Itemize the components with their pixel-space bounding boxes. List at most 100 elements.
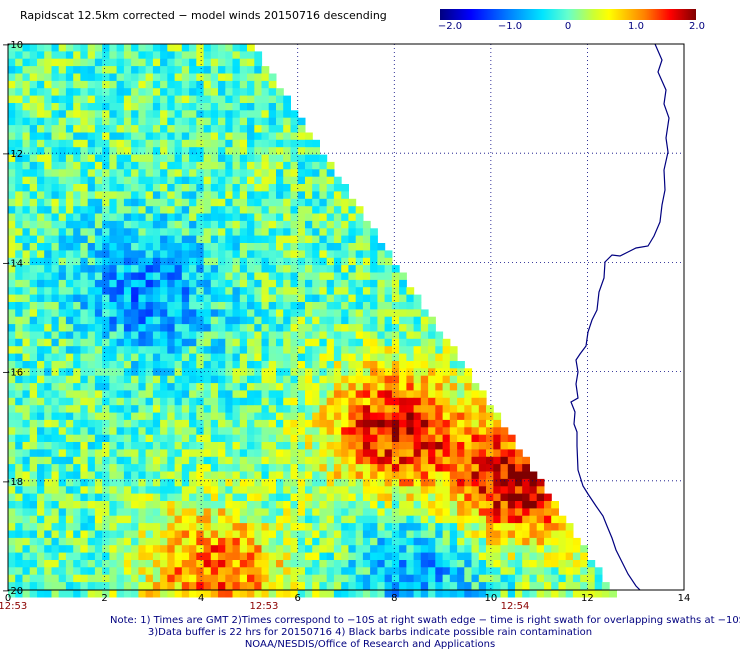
data-cell — [435, 574, 444, 583]
data-cell — [37, 110, 45, 119]
data-cell — [276, 220, 284, 229]
data-cell — [218, 220, 226, 229]
data-cell — [225, 110, 234, 119]
data-cell — [51, 324, 60, 333]
data-cell — [428, 405, 436, 414]
data-cell — [58, 95, 67, 104]
data-cell — [283, 184, 291, 192]
data-cell — [203, 191, 212, 200]
data-cell — [94, 44, 103, 52]
data-cell — [80, 206, 89, 215]
data-cell — [218, 228, 226, 237]
data-cell — [305, 324, 313, 333]
data-cell — [44, 147, 52, 156]
data-cell — [370, 383, 378, 392]
data-cell — [247, 383, 255, 392]
data-cell — [15, 390, 23, 399]
data-cell — [283, 117, 291, 126]
data-cell — [377, 383, 386, 392]
data-cell — [254, 456, 263, 465]
data-cell — [442, 397, 451, 406]
data-cell — [276, 434, 284, 443]
data-cell — [290, 272, 299, 281]
data-cell — [384, 375, 393, 384]
data-cell — [181, 530, 190, 539]
data-cell — [544, 508, 552, 517]
data-cell — [87, 545, 96, 554]
data-cell — [420, 324, 429, 333]
data-cell — [391, 294, 400, 303]
data-cell — [428, 427, 436, 436]
data-cell — [507, 589, 516, 598]
data-cell — [290, 501, 299, 509]
data-cell — [44, 471, 52, 480]
data-cell — [51, 442, 60, 450]
data-cell — [152, 324, 161, 333]
data-cell — [239, 302, 248, 310]
data-cell — [384, 545, 393, 554]
data-cell — [218, 412, 226, 421]
data-cell — [116, 287, 125, 296]
data-cell — [138, 582, 147, 591]
data-cell — [370, 427, 378, 436]
data-cell — [355, 419, 364, 428]
data-cell — [572, 560, 581, 568]
data-cell — [326, 493, 335, 502]
data-cell — [283, 405, 291, 414]
data-cell — [51, 220, 60, 229]
data-cell — [44, 412, 52, 421]
data-cell — [37, 545, 45, 554]
data-cell — [276, 191, 284, 200]
data-cell — [73, 346, 81, 355]
data-cell — [22, 383, 31, 392]
data-cell — [22, 117, 31, 126]
data-cell — [80, 316, 89, 325]
data-cell — [326, 198, 335, 207]
data-cell — [189, 235, 197, 244]
data-cell — [449, 361, 458, 369]
data-cell — [297, 147, 306, 156]
data-cell — [109, 427, 118, 436]
data-cell — [29, 412, 38, 421]
data-cell — [196, 545, 205, 554]
data-cell — [239, 191, 248, 200]
data-cell — [152, 552, 161, 561]
data-cell — [65, 103, 74, 111]
data-cell — [15, 66, 23, 75]
data-cell — [297, 206, 306, 215]
data-cell — [196, 397, 205, 406]
data-cell — [58, 537, 67, 546]
data-cell — [116, 589, 125, 598]
data-cell — [203, 272, 212, 281]
data-cell — [464, 427, 473, 436]
data-cell — [500, 530, 509, 539]
data-cell — [283, 228, 291, 237]
data-cell — [109, 361, 118, 369]
data-cell — [305, 405, 313, 414]
data-cell — [362, 412, 371, 421]
data-cell — [232, 537, 241, 546]
data-cell — [232, 198, 241, 207]
data-cell — [370, 552, 378, 561]
data-cell — [565, 523, 574, 532]
data-cell — [87, 456, 96, 465]
data-cell — [276, 560, 284, 568]
data-cell — [29, 103, 38, 111]
data-cell — [160, 257, 168, 266]
data-cell — [160, 235, 168, 244]
data-cell — [145, 169, 154, 178]
data-cell — [341, 390, 349, 399]
data-cell — [37, 478, 45, 487]
data-cell — [196, 338, 205, 347]
data-cell — [247, 125, 255, 134]
data-cell — [196, 589, 205, 598]
data-cell — [44, 552, 52, 561]
data-cell — [80, 272, 89, 281]
data-cell — [276, 316, 284, 325]
data-cell — [225, 346, 234, 355]
data-cell — [131, 235, 139, 244]
data-cell — [247, 508, 255, 517]
data-cell — [319, 486, 328, 495]
data-cell — [297, 287, 306, 296]
data-cell — [73, 272, 81, 281]
